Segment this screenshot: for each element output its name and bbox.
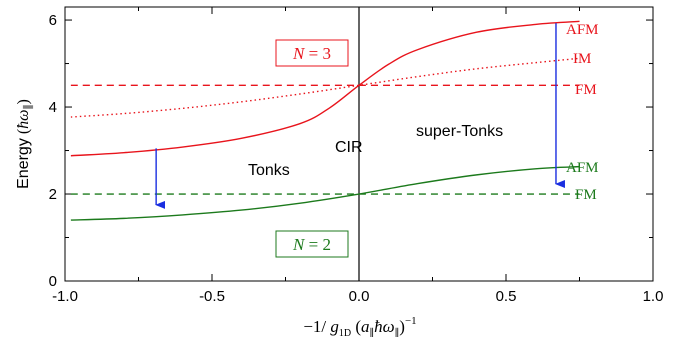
y-tick-label: 2 (49, 186, 57, 203)
x-tick-label: -1.0 (52, 288, 78, 305)
annotation-layer: AFM IM FM AFM FM Tonks CIR super-Tonks N = 3 N = … (248, 22, 599, 258)
x-tick-label: 0.5 (496, 288, 517, 305)
series-label-afm-red: AFM (566, 22, 599, 38)
region-label-tonks: Tonks (248, 162, 290, 179)
series-line-n2-afm (70, 165, 580, 221)
y-axis-label: Energy (ħω∥) (15, 99, 35, 189)
series-line-n3-afm (70, 20, 580, 157)
box-frame-n2 (275, 230, 349, 258)
region-label-cir: CIR (335, 139, 363, 156)
x-tick-label: 0.0 (349, 288, 370, 305)
region-label-super-tonks: super-Tonks (416, 123, 503, 140)
series-label-afm-green: AFM (566, 160, 599, 176)
y-tick-label: 6 (49, 12, 57, 29)
box-label-n3: N = 3 (292, 44, 331, 63)
x-tick-label: 1.0 (643, 288, 664, 305)
x-axis-label: −1/ g1D (a∥ħω∥)−1 (303, 315, 416, 339)
tick-layer: -1.0 -0.5 0.0 0.5 1.0 0 2 4 6 (49, 7, 664, 305)
series-layer (70, 7, 580, 281)
box-frame-n3 (275, 39, 349, 67)
y-tick-label: 4 (49, 99, 57, 116)
x-tick-label: -0.5 (199, 288, 225, 305)
series-label-fm-green: FM (575, 187, 597, 203)
series-label-im-red: IM (573, 51, 591, 67)
series-line-n3-im (70, 57, 580, 118)
plot-frame (64, 6, 654, 282)
series-label-fm-red: FM (575, 82, 597, 98)
box-label-n2: N = 2 (292, 235, 331, 254)
y-tick-label: 0 (49, 273, 57, 290)
